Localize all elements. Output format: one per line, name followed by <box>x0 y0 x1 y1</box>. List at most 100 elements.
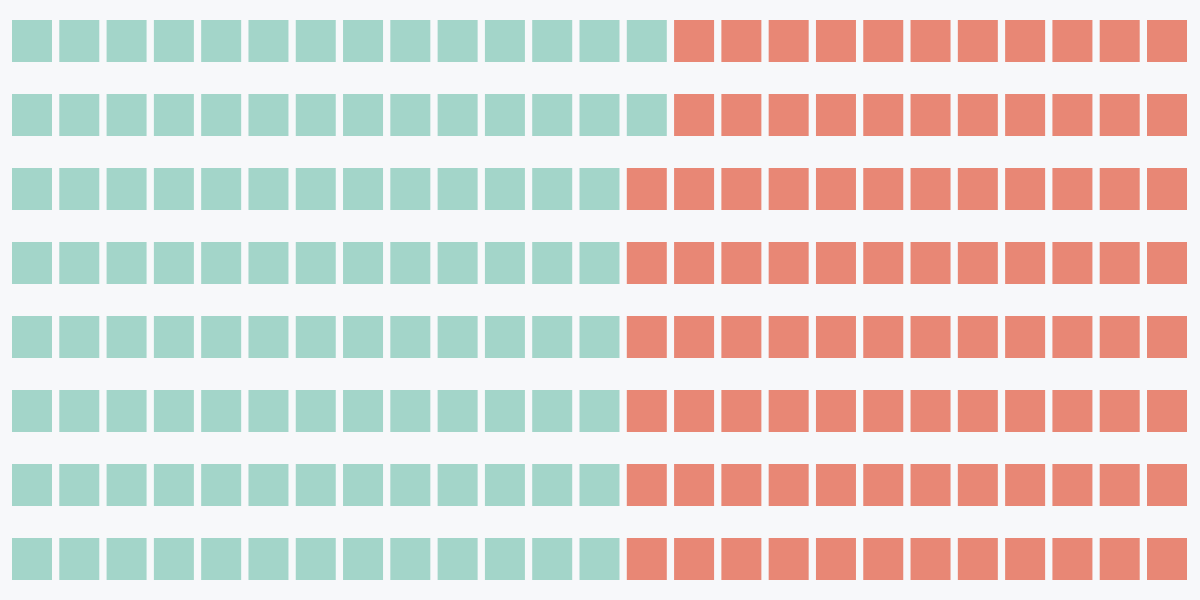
waffle-cell <box>957 464 998 506</box>
waffle-cell <box>910 538 951 580</box>
waffle-cell <box>721 538 762 580</box>
waffle-cell <box>1005 538 1046 580</box>
waffle-cell <box>626 168 667 210</box>
waffle-cell <box>12 316 52 358</box>
waffle-cell <box>957 390 998 432</box>
waffle-cell <box>1052 390 1093 432</box>
waffle-cell <box>295 94 336 136</box>
waffle-cell <box>768 94 809 136</box>
waffle-cell <box>437 390 478 432</box>
waffle-cell <box>437 20 478 62</box>
waffle-cell <box>1052 464 1093 506</box>
waffle-cell <box>1147 168 1187 210</box>
waffle-cell <box>1099 390 1140 432</box>
waffle-cell <box>674 316 715 358</box>
waffle-cell <box>863 168 904 210</box>
waffle-cell <box>626 94 667 136</box>
waffle-cell <box>1052 316 1093 358</box>
waffle-cell <box>626 316 667 358</box>
waffle-cell <box>248 242 289 284</box>
waffle-cell <box>12 168 52 210</box>
waffle-cell <box>532 94 573 136</box>
waffle-cell <box>437 538 478 580</box>
waffle-cell <box>957 538 998 580</box>
waffle-cell <box>153 20 194 62</box>
waffle-cell <box>484 538 525 580</box>
waffle-cell <box>343 168 384 210</box>
waffle-cell <box>674 538 715 580</box>
waffle-cell <box>106 242 147 284</box>
waffle-cell <box>201 94 242 136</box>
waffle-cell <box>768 464 809 506</box>
waffle-cell <box>390 242 431 284</box>
waffle-cell <box>106 390 147 432</box>
waffle-cell <box>910 20 951 62</box>
waffle-cell <box>437 316 478 358</box>
waffle-cell <box>957 168 998 210</box>
waffle-cell <box>532 316 573 358</box>
waffle-cell <box>721 20 762 62</box>
waffle-cell <box>579 538 620 580</box>
waffle-cell <box>1005 20 1046 62</box>
waffle-cell <box>1147 20 1187 62</box>
waffle-cell <box>815 94 856 136</box>
waffle-cell <box>910 168 951 210</box>
waffle-cell <box>484 464 525 506</box>
waffle-cell <box>1099 464 1140 506</box>
waffle-cell <box>248 464 289 506</box>
waffle-cell <box>863 94 904 136</box>
waffle-cell <box>815 242 856 284</box>
waffle-cell <box>863 242 904 284</box>
waffle-cell <box>1147 390 1187 432</box>
waffle-cell <box>390 464 431 506</box>
waffle-cell <box>1099 316 1140 358</box>
waffle-cell <box>532 20 573 62</box>
waffle-cell <box>910 242 951 284</box>
waffle-cell <box>248 94 289 136</box>
waffle-cell <box>1052 538 1093 580</box>
waffle-cell <box>153 168 194 210</box>
waffle-cell <box>1005 390 1046 432</box>
waffle-cell <box>579 316 620 358</box>
waffle-cell <box>674 464 715 506</box>
waffle-cell <box>106 538 147 580</box>
waffle-cell <box>626 390 667 432</box>
waffle-cell <box>12 94 52 136</box>
waffle-cell <box>863 20 904 62</box>
waffle-cell <box>484 316 525 358</box>
waffle-cell <box>106 94 147 136</box>
waffle-cell <box>343 20 384 62</box>
waffle-cell <box>343 390 384 432</box>
waffle-cell <box>201 242 242 284</box>
waffle-cell <box>768 20 809 62</box>
waffle-cell <box>1099 94 1140 136</box>
waffle-cell <box>59 538 100 580</box>
waffle-cell <box>768 242 809 284</box>
waffle-cell <box>390 168 431 210</box>
waffle-cell <box>106 464 147 506</box>
waffle-cell <box>1005 464 1046 506</box>
waffle-cell <box>484 20 525 62</box>
waffle-cell <box>1005 242 1046 284</box>
waffle-cell <box>248 20 289 62</box>
waffle-cell <box>579 20 620 62</box>
waffle-cell <box>484 242 525 284</box>
waffle-cell <box>59 20 100 62</box>
waffle-cell <box>295 538 336 580</box>
waffle-cell <box>153 390 194 432</box>
waffle-cell <box>201 390 242 432</box>
waffle-cell <box>1052 168 1093 210</box>
waffle-cell <box>248 390 289 432</box>
waffle-cell <box>1099 20 1140 62</box>
waffle-cell <box>295 464 336 506</box>
waffle-cell <box>1147 94 1187 136</box>
waffle-cell <box>390 20 431 62</box>
waffle-cell <box>295 242 336 284</box>
waffle-cell <box>863 538 904 580</box>
waffle-cell <box>863 390 904 432</box>
waffle-cell <box>12 464 52 506</box>
waffle-cell <box>532 168 573 210</box>
waffle-cell <box>579 390 620 432</box>
